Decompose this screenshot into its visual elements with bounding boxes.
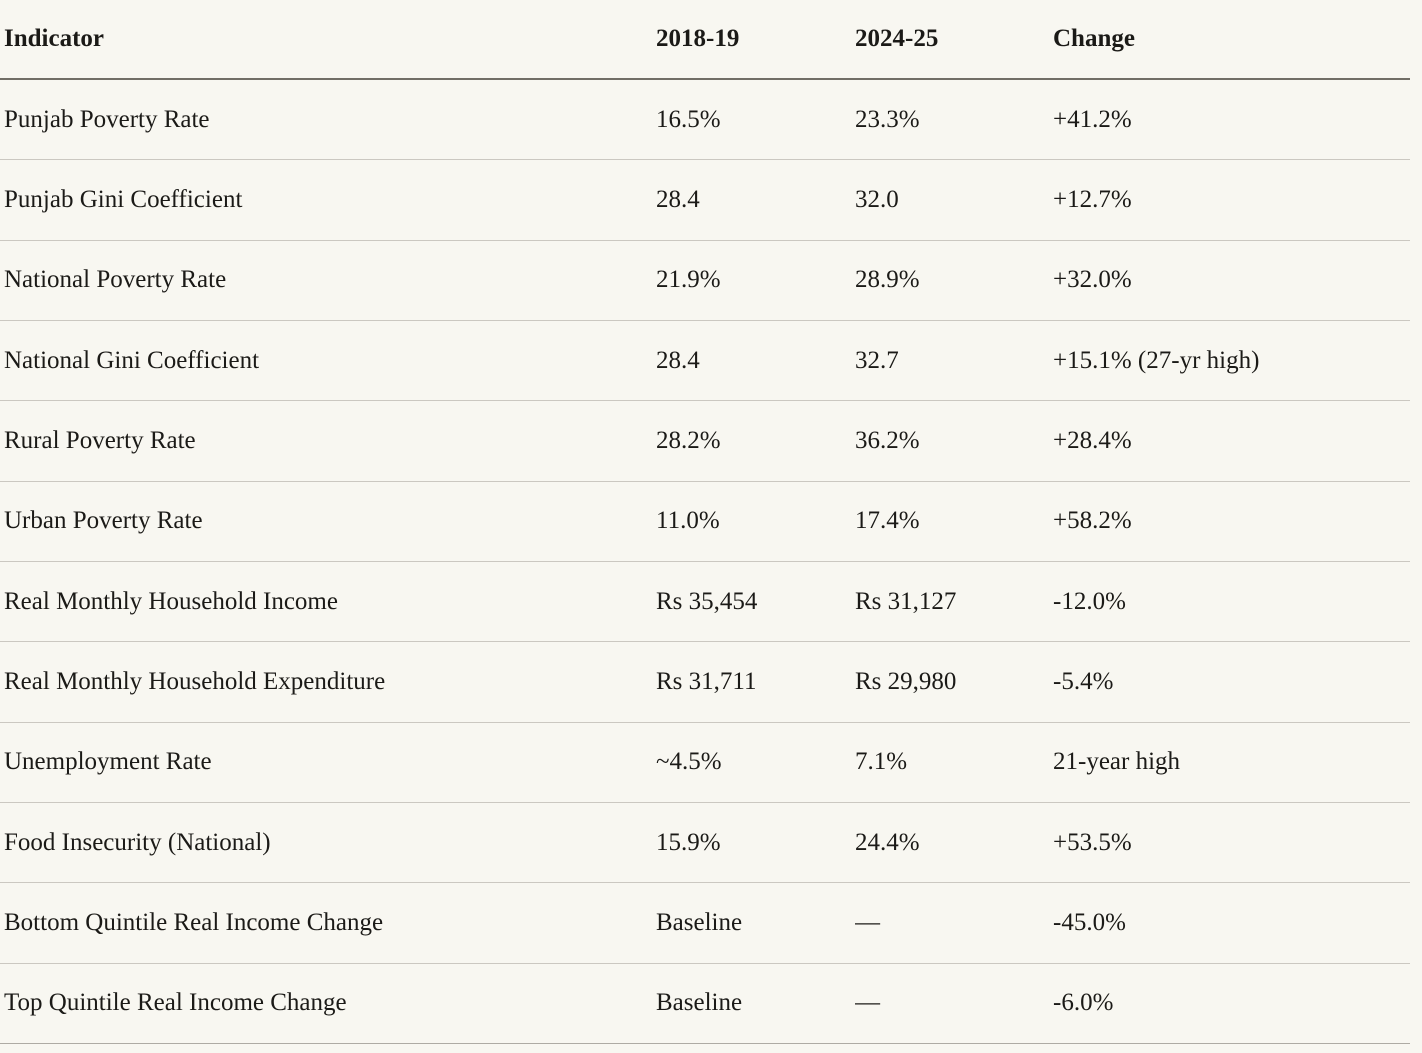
cell-2018-19: 28.4	[656, 186, 700, 214]
cell-2018-19: Rs 31,711	[656, 668, 757, 696]
table-row: Unemployment Rate ~4.5% 7.1% 21-year high	[0, 723, 1410, 804]
cell-2024-25: 36.2%	[855, 427, 920, 455]
table-row: National Gini Coefficient 28.4 32.7 +15.1% …	[0, 321, 1410, 402]
cell-2024-25: 17.4%	[855, 507, 920, 535]
table-header-row: Indicator 2018-19 2024-25 Change	[0, 0, 1410, 80]
cell-change: -6.0%	[1053, 989, 1114, 1017]
cell-2024-25: 24.4%	[855, 828, 920, 856]
cell-2024-25: 23.3%	[855, 105, 920, 133]
column-header-2018-19: 2018-19	[656, 25, 740, 52]
cell-indicator: Top Quintile Real Income Change	[4, 989, 347, 1017]
cell-2018-19: 11.0%	[656, 507, 720, 535]
cell-2018-19: Baseline	[656, 909, 743, 937]
cell-indicator: Real Monthly Household Income	[4, 587, 338, 615]
cell-2018-19: Rs 35,454	[656, 587, 758, 615]
cell-change: +32.0%	[1053, 266, 1132, 294]
cell-indicator: National Poverty Rate	[4, 266, 227, 294]
table-row: Bottom Quintile Real Income Change Baseli…	[0, 883, 1410, 964]
table-row: Real Monthly Household Income Rs 35,454 Rs…	[0, 562, 1410, 643]
cell-indicator: Unemployment Rate	[4, 748, 212, 776]
table-row: Punjab Gini Coefficient 28.4 32.0 +12.7%	[0, 160, 1410, 241]
column-header-indicator: Indicator	[4, 25, 104, 52]
cell-change: -5.4%	[1053, 668, 1114, 696]
cell-indicator: National Gini Coefficient	[4, 346, 260, 374]
cell-indicator: Real Monthly Household Expenditure	[4, 668, 386, 696]
column-header-change: Change	[1053, 25, 1135, 52]
cell-2018-19: 28.4	[656, 346, 700, 374]
table-row: Rural Poverty Rate 28.2% 36.2% +28.4%	[0, 401, 1410, 482]
table-row: Punjab Poverty Rate 16.5% 23.3% +41.2%	[0, 80, 1410, 161]
cell-2018-19: 21.9%	[656, 266, 721, 294]
cell-2024-25: —	[855, 909, 880, 937]
cell-change: -12.0%	[1053, 587, 1126, 615]
cell-indicator: Bottom Quintile Real Income Change	[4, 909, 384, 937]
table-row: National Poverty Rate 21.9% 28.9% +32.0%	[0, 241, 1410, 322]
table-body: Punjab Poverty Rate 16.5% 23.3% +41.2% Punja…	[0, 80, 1410, 1045]
cell-2018-19: 16.5%	[656, 105, 721, 133]
cell-2024-25: 32.0	[855, 186, 899, 214]
table-row: Urban Poverty Rate 11.0% 17.4% +58.2%	[0, 482, 1410, 563]
cell-2024-25: 32.7	[855, 346, 899, 374]
cell-indicator: Food Insecurity (National)	[4, 828, 271, 856]
cell-change: +15.1% (27-yr high)	[1053, 346, 1260, 374]
cell-2024-25: 28.9%	[855, 266, 920, 294]
cell-2018-19: 28.2%	[656, 427, 721, 455]
cell-change: +12.7%	[1053, 186, 1132, 214]
cell-change: +41.2%	[1053, 105, 1132, 133]
cell-indicator: Punjab Poverty Rate	[4, 105, 210, 133]
table-row: Top Quintile Real Income Change Baseline —…	[0, 964, 1410, 1045]
cell-2024-25: Rs 31,127	[855, 587, 957, 615]
cell-change: +28.4%	[1053, 427, 1132, 455]
cell-indicator: Rural Poverty Rate	[4, 427, 196, 455]
column-header-2024-25: 2024-25	[855, 25, 939, 52]
cell-2018-19: Baseline	[656, 989, 743, 1017]
table-row: Food Insecurity (National) 15.9% 24.4% +53.…	[0, 803, 1410, 884]
cell-indicator: Punjab Gini Coefficient	[4, 186, 243, 214]
cell-change: +53.5%	[1053, 828, 1132, 856]
cell-2024-25: Rs 29,980	[855, 668, 957, 696]
table-row: Real Monthly Household Expenditure Rs 31,…	[0, 642, 1410, 723]
cell-2024-25: —	[855, 989, 880, 1017]
cell-change: 21-year high	[1053, 748, 1181, 776]
cell-indicator: Urban Poverty Rate	[4, 507, 203, 535]
cell-change: +58.2%	[1053, 507, 1132, 535]
cell-2018-19: ~4.5%	[656, 748, 722, 776]
cell-2018-19: 15.9%	[656, 828, 721, 856]
cell-2024-25: 7.1%	[855, 748, 908, 776]
cell-change: -45.0%	[1053, 909, 1126, 937]
